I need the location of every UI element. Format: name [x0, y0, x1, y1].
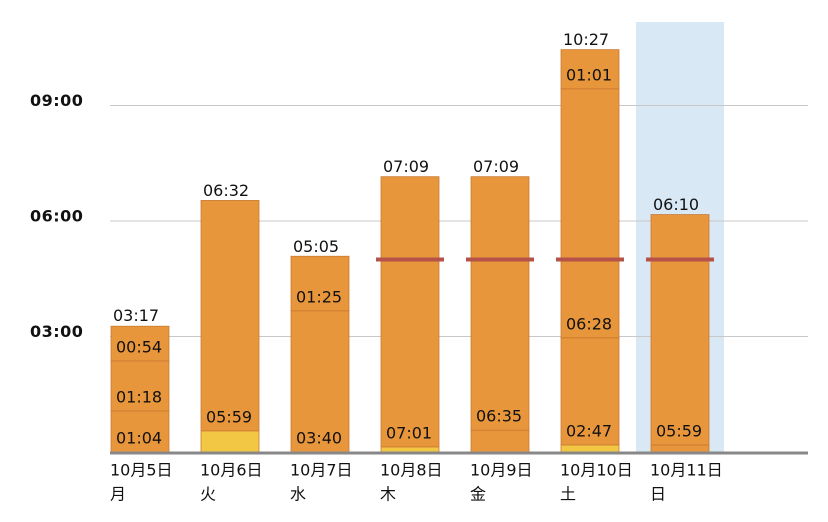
segment-label: 07:01 — [386, 423, 432, 442]
segment-label: 05:59 — [656, 421, 702, 440]
x-tick-weekday: 水 — [290, 485, 306, 504]
x-tick-label: 10月10日 — [560, 461, 633, 480]
x-tick-weekday: 木 — [380, 485, 396, 504]
bar-segment — [650, 444, 710, 453]
bar-segment — [650, 214, 710, 446]
y-tick-label: 09:00 — [30, 91, 83, 110]
bar-segment — [200, 200, 260, 432]
y-tick-label: 03:00 — [30, 322, 83, 341]
x-tick-weekday: 土 — [560, 485, 576, 504]
bar-segment — [560, 444, 620, 453]
x-tick-label: 10月11日 — [650, 461, 723, 480]
x-tick-label: 10月9日 — [470, 461, 533, 480]
x-tick-weekday: 火 — [200, 485, 216, 504]
x-tick-label: 10月7日 — [290, 461, 353, 480]
total-label: 03:17 — [113, 306, 159, 325]
total-label: 07:09 — [383, 157, 429, 176]
bar-segment — [200, 430, 260, 453]
segment-label: 06:35 — [476, 407, 522, 426]
segment-label: 02:47 — [566, 421, 612, 440]
x-tick-label: 10月6日 — [200, 461, 263, 480]
segment-label: 01:01 — [566, 65, 612, 84]
bar-segment — [110, 360, 170, 412]
bar-segment — [560, 49, 620, 90]
segment-label: 01:04 — [116, 429, 162, 448]
total-label: 07:09 — [473, 157, 519, 176]
bar-segment — [380, 446, 440, 453]
total-label: 06:10 — [653, 195, 699, 214]
bar-segment — [380, 176, 440, 448]
x-tick-label: 10月8日 — [380, 461, 443, 480]
bar-segment — [560, 88, 620, 339]
segment-label: 01:18 — [116, 387, 162, 406]
segment-label: 01:25 — [296, 287, 342, 306]
total-label: 06:32 — [203, 181, 249, 200]
y-tick-label: 06:00 — [30, 206, 83, 225]
bar-segment — [470, 429, 530, 453]
x-tick-weekday: 日 — [650, 485, 666, 504]
x-tick-weekday: 月 — [110, 485, 126, 504]
segment-label: 06:28 — [566, 314, 612, 333]
segment-label: 05:59 — [206, 407, 252, 426]
total-label: 10:27 — [563, 30, 609, 49]
segment-label: 03:40 — [296, 429, 342, 448]
x-tick-label: 10月5日 — [110, 461, 173, 480]
bar-segment — [470, 176, 530, 431]
bar-segment — [290, 255, 350, 312]
segment-label: 00:54 — [116, 337, 162, 356]
x-tick-weekday: 金 — [470, 485, 486, 504]
bar-segment — [110, 325, 170, 362]
total-label: 05:05 — [293, 237, 339, 256]
